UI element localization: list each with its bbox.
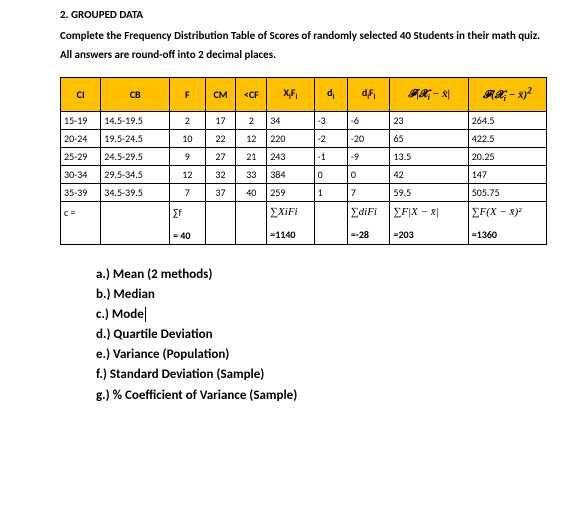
sum-fxx: ∑F|X − x̄| =203 [390,201,468,244]
cell-fxx: 42 [390,165,468,183]
cell-ci: 15-19 [61,111,101,129]
cell-cm: 22 [205,129,236,147]
question-f: f.) Standard Deviation (Sample) [96,365,547,385]
sum-blank-cm [205,201,236,244]
cell-di: -3 [314,111,347,129]
col-f: F [170,77,206,111]
cell-fxx: 13.5 [390,147,468,165]
cell-cf: 21 [236,147,267,165]
cell-ci: 35-39 [61,183,101,201]
col-cf: <CF [236,77,267,111]
cell-cf: 33 [236,165,267,183]
cell-cf: 2 [236,111,267,129]
cell-f: 2 [170,111,206,129]
cell-cb: 19.5-24.5 [101,129,170,147]
cell-xifi: 384 [267,165,314,183]
cell-xifi: 259 [267,183,314,201]
table-row: 20-2419.5-24.5102212220-2-2065422.5 [61,129,547,147]
cell-f: 10 [170,129,206,147]
table-row: 35-3934.5-39.5737402591759.5505.75 [61,183,547,201]
question-g: g.) % Coefficient of Variance (Sample) [96,386,547,406]
frequency-table: CI CB F CM <CF XiFi di diFi 𝓕|𝓧i − x̄| 𝓕… [60,77,547,245]
question-b: b.) Median [96,285,547,305]
col-di: di [314,77,347,111]
col-difi: diFi [347,77,390,111]
cell-xifi: 220 [267,129,314,147]
cell-ci: 30-34 [61,165,101,183]
sum-label: c = [61,201,101,244]
table-header-row: CI CB F CM <CF XiFi di diFi 𝓕|𝓧i − x̄| 𝓕… [61,77,547,111]
col-fxx2: 𝓕(𝓧i − x̄)2 [468,77,546,111]
table-row: 25-2924.5-29.592721243-1-913.520.25 [61,147,547,165]
cell-fxx: 23 [390,111,468,129]
cell-fxx2: 147 [468,165,546,183]
col-cb: CB [101,77,170,111]
cell-xifi: 243 [267,147,314,165]
cell-fxx2: 422.5 [468,129,546,147]
question-d: d.) Quartile Deviation [96,325,547,345]
cell-fxx2: 264.5 [468,111,546,129]
cell-xifi: 34 [267,111,314,129]
sum-fxx2: ∑F(X − x̄)² =1360 [468,201,546,244]
cell-di: 0 [314,165,347,183]
sum-blank-cf [236,201,267,244]
cell-fxx2: 20.25 [468,147,546,165]
col-cm: CM [205,77,236,111]
col-ci: CI [61,77,101,111]
cell-cb: 24.5-29.5 [101,147,170,165]
cell-f: 12 [170,165,206,183]
cell-cm: 37 [205,183,236,201]
cell-f: 7 [170,183,206,201]
cell-difi: -9 [347,147,390,165]
cell-difi: -20 [347,129,390,147]
question-c: c.) Mode [96,305,547,325]
sum-difi: ∑diFi =-28 [347,201,390,244]
cell-fxx: 65 [390,129,468,147]
cell-cf: 40 [236,183,267,201]
cell-cb: 14.5-19.5 [101,111,170,129]
question-list: a.) Mean (2 methods) b.) Median c.) Mode… [96,265,547,406]
col-xifi: XiFi [267,77,314,111]
cell-di: 1 [314,183,347,201]
cell-di: -1 [314,147,347,165]
sum-xifi: ∑XiFi =1140 [267,201,314,244]
cell-cm: 17 [205,111,236,129]
table-sum-row: c = ∑f = 40 ∑XiFi =1140 ∑diFi =-28 ∑F|X … [61,201,547,244]
sum-blank-di [314,201,347,244]
cell-fxx: 59.5 [390,183,468,201]
col-fxx: 𝓕|𝓧i − x̄| [390,77,468,111]
section-title: 2. GROUPED DATA [60,8,547,21]
sum-blank-cb [101,201,170,244]
cell-difi: 0 [347,165,390,183]
cell-ci: 20-24 [61,129,101,147]
table-body: 15-1914.5-19.5217234-3-623264.520-2419.5… [61,111,547,201]
cell-di: -2 [314,129,347,147]
cell-cm: 27 [205,147,236,165]
cell-ci: 25-29 [61,147,101,165]
cell-cb: 34.5-39.5 [101,183,170,201]
table-row: 30-3429.5-34.51232333840042147 [61,165,547,183]
cell-difi: 7 [347,183,390,201]
cell-cm: 32 [205,165,236,183]
sum-f: ∑f = 40 [170,201,206,244]
question-e: e.) Variance (Population) [96,345,547,365]
instruction-line-1: Complete the Frequency Distribution Tabl… [60,29,547,44]
instruction-line-2: All answers are round-off into 2 decimal… [60,48,547,63]
cell-fxx2: 505.75 [468,183,546,201]
cell-cb: 29.5-34.5 [101,165,170,183]
table-row: 15-1914.5-19.5217234-3-623264.5 [61,111,547,129]
cell-difi: -6 [347,111,390,129]
cell-cf: 12 [236,129,267,147]
question-a: a.) Mean (2 methods) [96,265,547,285]
cell-f: 9 [170,147,206,165]
